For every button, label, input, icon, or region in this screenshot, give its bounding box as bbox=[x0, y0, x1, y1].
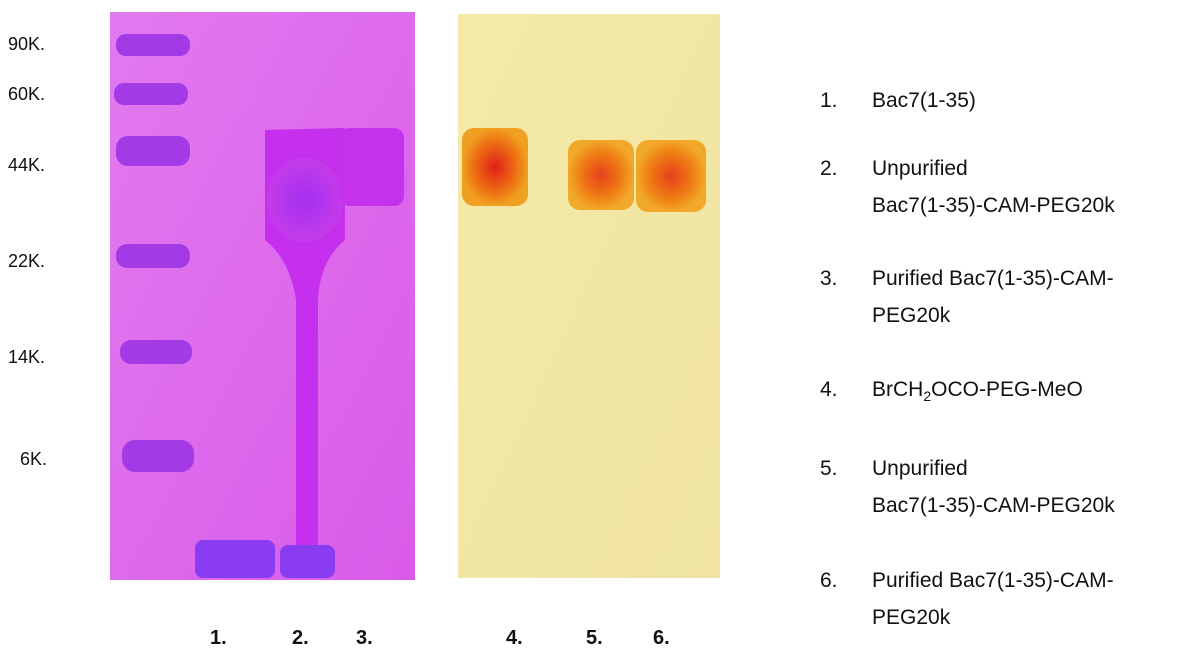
legend-number: 6. bbox=[820, 562, 838, 599]
lane5-band bbox=[568, 140, 634, 210]
marker-label: 44K. bbox=[8, 155, 45, 176]
legend-number: 4. bbox=[820, 371, 838, 408]
lane-label: 2. bbox=[292, 627, 309, 650]
legend-number: 2. bbox=[820, 150, 838, 187]
marker-label: 22K. bbox=[8, 251, 45, 272]
legend-text: Purified Bac7(1-35)-CAM-PEG20k bbox=[872, 562, 1114, 636]
legend-part: OCO-PEG-MeO bbox=[931, 378, 1083, 401]
legend-line: BrCH2OCO-PEG-MeO bbox=[872, 371, 1083, 415]
legend-text: BrCH2OCO-PEG-MeO bbox=[872, 371, 1083, 415]
lane-label: 5. bbox=[586, 627, 603, 650]
legend-part: BrCH bbox=[872, 378, 923, 401]
legend-number: 5. bbox=[820, 450, 838, 487]
lane-label: 4. bbox=[506, 627, 523, 650]
lane-label: 1. bbox=[210, 627, 227, 650]
figure: 90K. 60K. 44K. 22K. 14K. 6K. 1. 2. 3. 4.… bbox=[0, 0, 1186, 654]
legend-line: Bac7(1-35)-CAM-PEG20k bbox=[872, 187, 1115, 224]
lane6-band bbox=[636, 140, 706, 212]
lane1-band bbox=[195, 540, 275, 578]
legend-line: PEG20k bbox=[872, 599, 1114, 636]
legend-line: Bac7(1-35) bbox=[872, 82, 976, 119]
legend-text: Bac7(1-35) bbox=[872, 82, 976, 119]
lane4-band bbox=[462, 128, 528, 206]
legend-text: Purified Bac7(1-35)-CAM-PEG20k bbox=[872, 260, 1114, 334]
legend-line: Unpurified bbox=[872, 150, 1115, 187]
legend-number: 1. bbox=[820, 82, 838, 119]
lane-label: 6. bbox=[653, 627, 670, 650]
legend-line: Purified Bac7(1-35)-CAM- bbox=[872, 260, 1114, 297]
lane3-band bbox=[340, 128, 404, 206]
lane-label: 3. bbox=[356, 627, 373, 650]
marker-label: 90K. bbox=[8, 34, 45, 55]
legend-line: Purified Bac7(1-35)-CAM- bbox=[872, 562, 1114, 599]
yellow-gel bbox=[458, 14, 720, 578]
legend-line: Bac7(1-35)-CAM-PEG20k bbox=[872, 487, 1115, 524]
legend-part: 2 bbox=[923, 388, 931, 404]
legend-line: PEG20k bbox=[872, 297, 1114, 334]
legend-line: Unpurified bbox=[872, 450, 1115, 487]
lane2-core bbox=[267, 158, 343, 242]
gel-images bbox=[0, 0, 760, 600]
legend-number: 3. bbox=[820, 260, 838, 297]
lane2-bottom bbox=[280, 545, 335, 578]
marker-label: 6K. bbox=[20, 449, 47, 470]
marker-label: 60K. bbox=[8, 84, 45, 105]
marker-label: 14K. bbox=[8, 347, 45, 368]
